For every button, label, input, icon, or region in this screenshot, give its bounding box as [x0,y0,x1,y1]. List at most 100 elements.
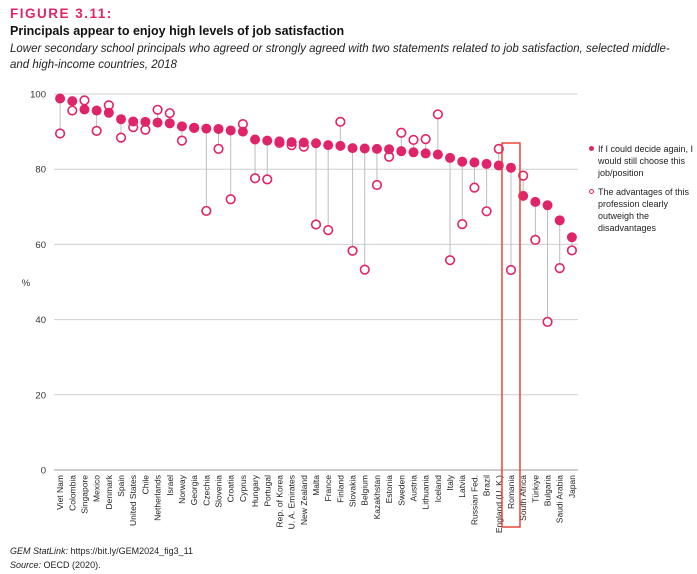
x-tick-label: U. A. Emirates [287,475,297,529]
open-point [67,105,78,116]
x-tick-label: Rep. of Korea [274,475,284,528]
x-tick-label: South Africa [518,475,528,521]
open-point [408,134,419,145]
filled-point [505,162,516,173]
x-tick-label: Sweden [396,475,406,506]
x-tick-label: Viet Nam [55,475,65,510]
legend-item-filled: If I could decide again, I would still c… [589,143,694,179]
x-tick-label: Lithuania [421,475,431,510]
filled-point [566,232,577,243]
filled-point [286,137,297,148]
x-tick-label: Russian Fed. [469,475,479,525]
open-point [262,174,273,185]
open-point [359,264,370,275]
filled-dot-icon [589,146,594,151]
x-tick-label: Mexico [92,475,102,502]
open-point [335,116,346,127]
x-tick-label: New Zealand [299,475,309,525]
statlink-line: GEM StatLink: https://bit.ly/GEM2024_fig… [10,546,193,556]
filled-point [298,137,309,148]
open-point [396,127,407,138]
open-point [566,245,578,256]
open-point [371,179,383,191]
x-tick-label: Denmark [104,474,114,509]
filled-point [542,200,553,211]
filled-point [55,93,66,104]
open-point [213,143,224,154]
x-tick-label: Austria [408,475,418,502]
filled-point [103,107,114,118]
legend: If I could decide again, I would still c… [589,143,694,241]
filled-point [335,140,346,151]
x-tick-label: Malta [311,475,321,496]
open-point [91,125,102,136]
filled-point [347,143,358,154]
x-tick-label: Czechia [201,475,211,506]
open-point [493,143,504,154]
open-point [347,245,358,256]
open-point [225,194,236,205]
filled-point [445,152,456,163]
x-tick-label: Israel [165,475,175,496]
x-tick-label: Hungary [250,474,260,507]
figure-subtitle: Lower secondary school principals who ag… [10,43,670,71]
filled-point [323,140,334,151]
open-point [115,132,127,143]
x-tick-label: Chile [140,475,150,495]
filled-point [140,116,151,127]
filled-point [371,143,382,154]
open-point [79,95,90,106]
open-circle-icon [589,189,594,194]
filled-point [164,118,175,129]
open-point [310,219,322,230]
filled-point [262,135,273,146]
y-tick-label: 80 [35,165,46,176]
x-tick-label: Finland [335,475,345,503]
open-point [201,205,212,217]
open-point [249,173,261,184]
x-tick-label: Bulgaria [543,475,553,506]
x-tick-label: Slovakia [348,475,358,507]
open-point [420,134,431,145]
filled-point [91,105,102,116]
open-point [457,218,468,230]
x-tick-label: Singapore [79,475,89,514]
filled-point [225,125,236,136]
y-axis-label: % [22,278,31,289]
filled-point [420,148,431,159]
source-label: Source: [10,560,42,570]
x-tick-label: Spain [116,475,126,497]
open-point [505,264,517,276]
x-tick-label: Estonia [384,475,394,504]
filled-point [469,157,480,168]
open-point [164,108,175,119]
open-point [54,128,66,139]
y-tick-label: 100 [30,90,46,101]
filled-point [79,104,90,115]
x-tick-label: Croatia [226,475,236,503]
x-tick-label: France [323,475,333,502]
open-point [481,206,492,217]
x-tick-label: Portugal [262,475,272,507]
filled-point [408,147,419,158]
open-point [323,225,334,236]
source-text: OECD (2020). [43,560,101,570]
figure-title: Principals appear to enjoy high levels o… [10,24,345,38]
statlink-label: GEM StatLink: [10,546,69,556]
x-tick-label: Netherlands [153,475,163,521]
open-point [432,109,443,120]
filled-point [457,156,468,167]
statlink-url[interactable]: https://bit.ly/GEM2024_fig3_11 [70,546,193,556]
open-point [554,262,565,274]
source-line: Source: OECD (2020). [10,560,101,570]
x-tick-label: Cyprus [238,475,248,502]
highlight-box [501,142,521,528]
filled-point [152,117,163,128]
legend-item-open: The advantages of this profession clearl… [589,186,694,234]
open-point [469,182,480,193]
filled-point [359,143,370,154]
x-tick-label: Italy [445,474,455,490]
filled-point [274,136,285,147]
x-tick-label: Latvia [457,475,467,498]
open-point [444,255,456,266]
